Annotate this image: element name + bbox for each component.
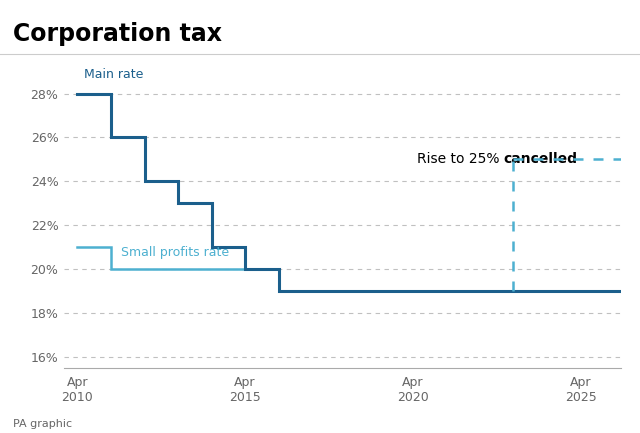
Text: Rise to 25%: Rise to 25% bbox=[417, 152, 504, 166]
Text: Small profits rate: Small profits rate bbox=[121, 246, 229, 259]
Text: cancelled: cancelled bbox=[504, 152, 577, 166]
Text: Main rate: Main rate bbox=[84, 68, 143, 81]
Text: PA graphic: PA graphic bbox=[13, 419, 72, 429]
Text: Corporation tax: Corporation tax bbox=[13, 22, 222, 45]
